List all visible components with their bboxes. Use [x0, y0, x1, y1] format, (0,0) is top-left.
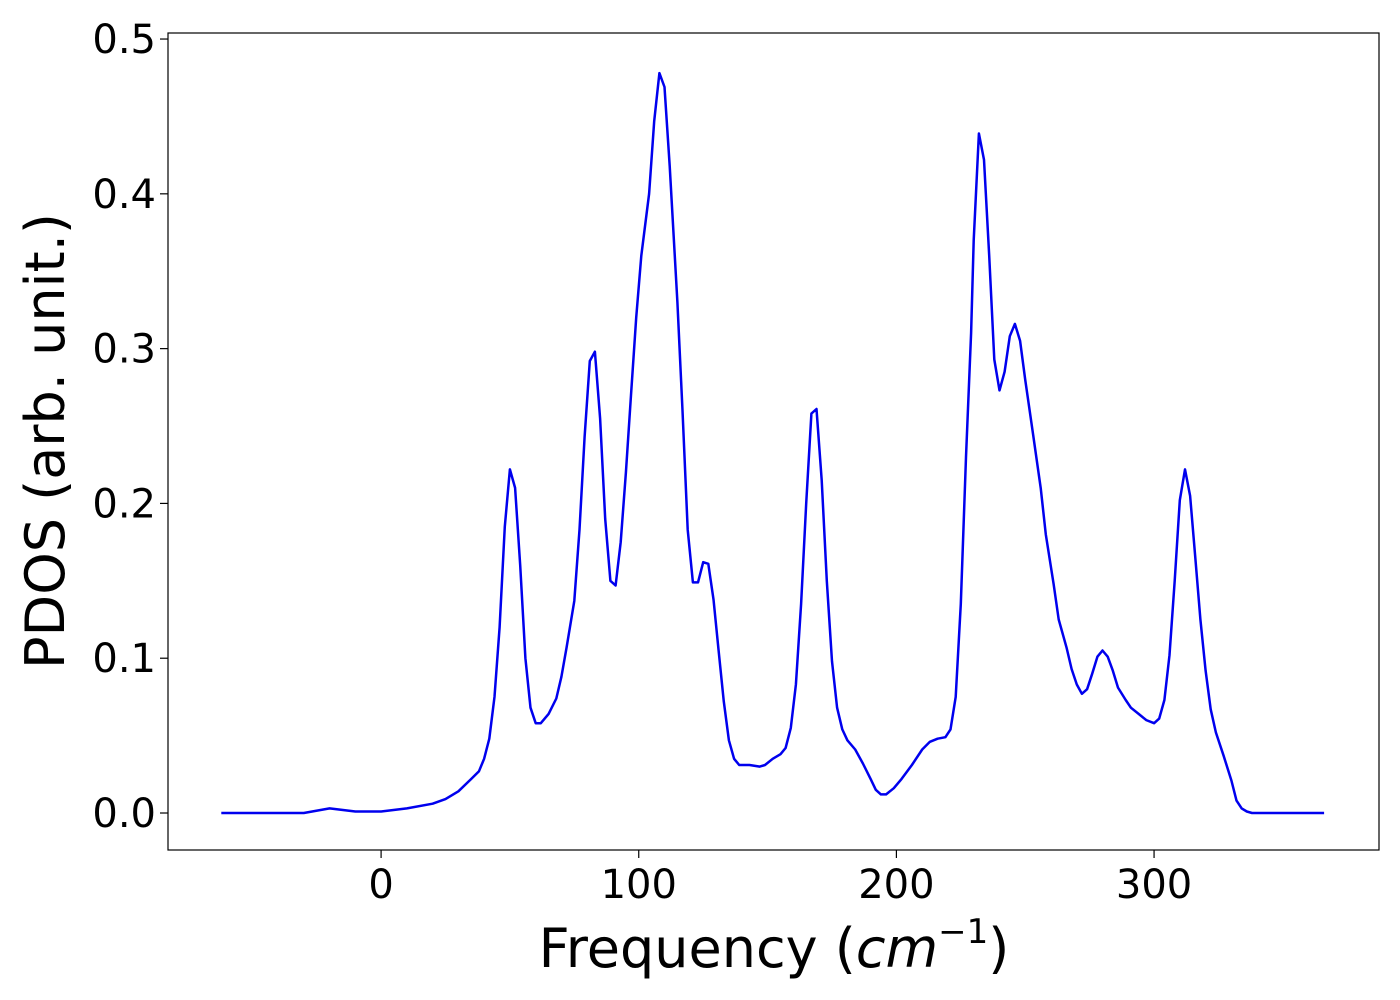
y-tick-label: 0.4	[92, 172, 156, 218]
y-tick-label: 0.2	[92, 481, 156, 527]
x-label-unit: cm	[856, 917, 938, 980]
x-tick-label: 100	[601, 862, 677, 908]
y-axis-label: PDOS (arb. unit.)	[14, 213, 77, 669]
y-tick-label: 0.5	[92, 17, 156, 63]
x-label-close: )	[988, 917, 1009, 980]
x-label-exponent: −1	[938, 912, 988, 952]
x-label-text: Frequency (	[539, 917, 856, 980]
x-tick-label: 300	[1116, 862, 1192, 908]
y-tick-label: 0.0	[92, 791, 156, 837]
x-axis-label: Frequency (cm−1)	[539, 912, 1010, 980]
x-tick-label: 0	[368, 862, 393, 908]
x-tick-label: 200	[858, 862, 934, 908]
data-line	[221, 71, 1325, 815]
y-tick-label: 0.3	[92, 327, 156, 373]
y-tick-label: 0.1	[92, 636, 156, 682]
plot-frame	[167, 32, 1380, 851]
